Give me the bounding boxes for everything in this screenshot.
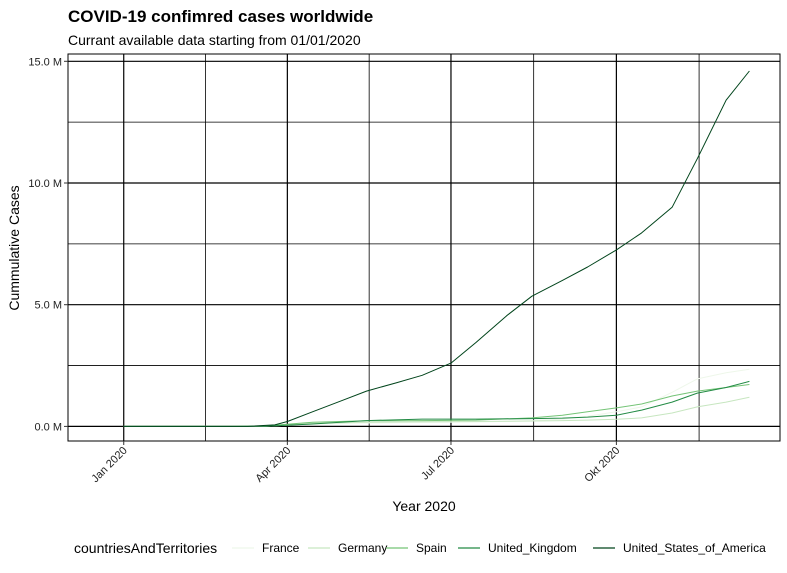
legend-label: United_States_of_America: [623, 541, 766, 555]
x-tick-label: Jan 2020: [89, 445, 129, 485]
y-axis-label: Cummulative Cases: [6, 185, 22, 310]
legend: France Germany Spain United_Kingdom United_S…: [232, 541, 766, 555]
chart-title: COVID-19 confimred cases worldwide: [68, 7, 373, 26]
y-tick-label: 15.0 M: [28, 56, 62, 68]
chart-subtitle: Currant available data starting from 01/…: [68, 32, 361, 48]
series-line-germany: [123, 396, 750, 427]
grid: [68, 54, 780, 441]
legend-label: Spain: [416, 541, 447, 555]
y-tick-label: 0.0 M: [34, 421, 62, 433]
plot-border: [67, 53, 781, 442]
x-axis: Jan 2020 Apr 2020 Jul 2020 Okt 2020: [89, 441, 623, 485]
x-tick-label: Jul 2020: [419, 445, 457, 483]
y-tick-label: 5.0 M: [34, 300, 62, 312]
legend-label: United_Kingdom: [488, 541, 577, 555]
y-axis: 0.0 M 5.0 M 10.0 M 15.0 M: [28, 56, 68, 433]
x-axis-label: Year 2020: [392, 498, 456, 514]
series-line-united-states-of-america: [123, 70, 750, 427]
series-line-france: [123, 368, 750, 427]
legend-title: countriesAndTerritories: [74, 540, 217, 556]
y-tick-label: 10.0 M: [28, 178, 62, 190]
series-lines: [123, 70, 750, 427]
legend-label: Germany: [338, 541, 387, 555]
series-line-united-kingdom: [123, 380, 750, 427]
legend-label: France: [262, 541, 300, 555]
x-tick-label: Apr 2020: [253, 445, 293, 485]
series-line-spain: [123, 384, 750, 427]
x-tick-label: Okt 2020: [582, 445, 622, 485]
